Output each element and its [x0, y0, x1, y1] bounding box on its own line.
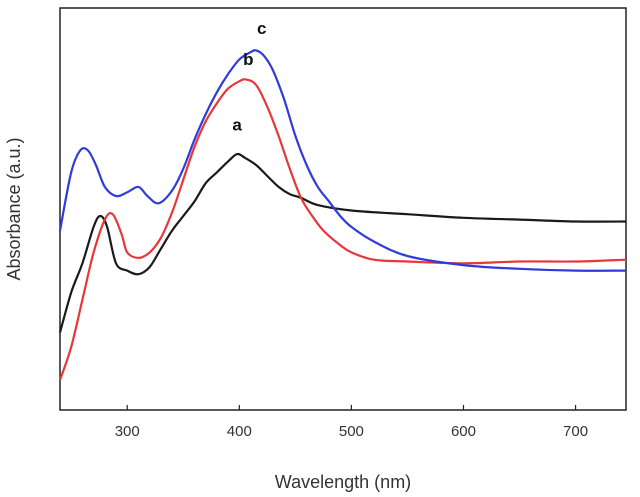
series-line-c: [58, 49, 627, 272]
y-axis-title: Absorbance (a.u.): [4, 137, 24, 280]
x-tick-label-700: 700: [563, 423, 588, 440]
curve-label-c: c: [257, 19, 266, 38]
curve-labels: a bc: [232, 19, 266, 134]
series-line-a: [58, 152, 627, 333]
x-tick-label-400: 400: [227, 423, 252, 440]
x-tick-label-500: 500: [339, 423, 364, 440]
x-tick-label-600: 600: [451, 423, 476, 440]
x-axis-ticks: 300 400 500 600 700: [115, 405, 588, 440]
x-axis-title: Wavelength (nm): [275, 472, 411, 492]
x-tick-label-300: 300: [115, 423, 140, 440]
plot-frame: [59, 7, 627, 411]
curve-label-b: b: [243, 50, 253, 69]
series-line-b: [58, 78, 627, 381]
curve-label-a: a: [232, 115, 242, 134]
series-layer: [58, 49, 627, 381]
